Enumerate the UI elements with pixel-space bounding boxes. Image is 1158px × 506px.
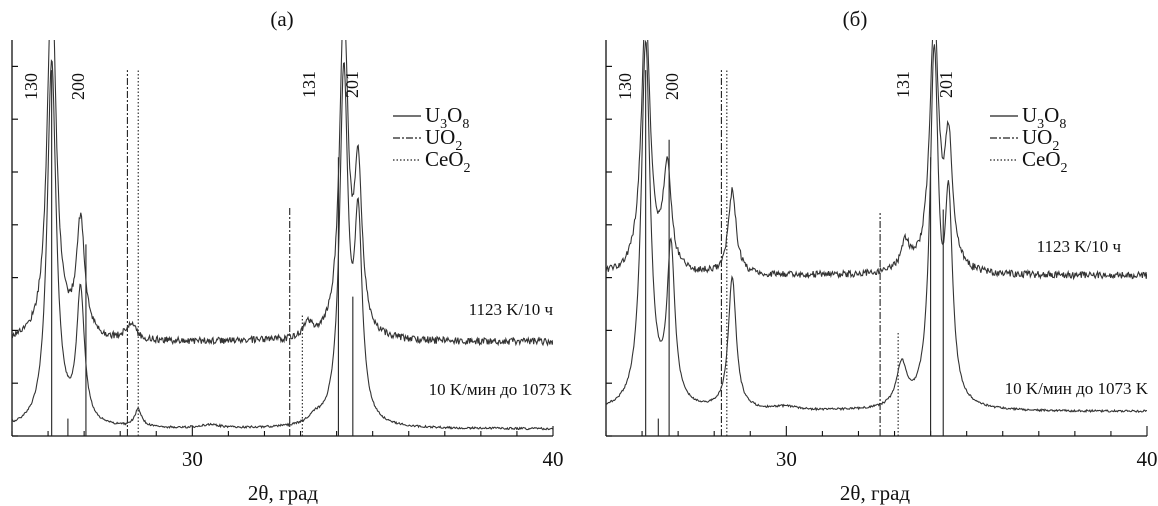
series-line <box>12 59 553 431</box>
peak-label: 201 <box>936 71 956 98</box>
series-line <box>606 40 1147 413</box>
x-tick-label: 30 <box>182 447 203 471</box>
series-label: 10 K/мин до 1073 K <box>429 380 573 399</box>
peak-label: 200 <box>662 73 682 100</box>
series-line <box>12 40 553 347</box>
x-tick-label: 30 <box>776 447 797 471</box>
peak-label: 200 <box>68 73 88 100</box>
peak-label: 201 <box>342 71 362 98</box>
legend-label: UO2 <box>425 125 462 154</box>
legend-label: U3O8 <box>425 103 469 132</box>
panel-a: 30 40 (а) 2θ, град 1123 K/10 ч 10 K/мин до 10… <box>11 7 573 505</box>
peak-label: 130 <box>21 73 41 100</box>
series-label: 10 K/мин до 1073 K <box>1005 379 1149 398</box>
series-line <box>606 40 1147 281</box>
reference-lines <box>51 70 354 436</box>
x-tick-label: 40 <box>543 447 564 471</box>
curves <box>12 40 553 431</box>
legend-label: U3O8 <box>1022 103 1066 132</box>
panel-label: (а) <box>270 7 293 31</box>
curves <box>606 40 1147 413</box>
legend-label: CeO2 <box>425 147 471 176</box>
series-label: 1123 K/10 ч <box>1037 237 1122 256</box>
x-axis-label: 2θ, град <box>248 481 318 505</box>
series-label: 1123 K/10 ч <box>469 300 554 319</box>
x-axis-label: 2θ, град <box>840 481 910 505</box>
reference-lines <box>645 70 944 436</box>
x-tick-label: 40 <box>1137 447 1158 471</box>
panel-b: 30 40 (б) 2θ, град 1123 K/10 ч 10 K/мин до 10… <box>605 7 1158 505</box>
legend-label: CeO2 <box>1022 147 1068 176</box>
peak-label: 131 <box>893 71 913 98</box>
peak-label: 131 <box>299 71 319 98</box>
peak-label: 130 <box>615 73 635 100</box>
panel-label: (б) <box>843 7 868 31</box>
legend-label: UO2 <box>1022 125 1059 154</box>
